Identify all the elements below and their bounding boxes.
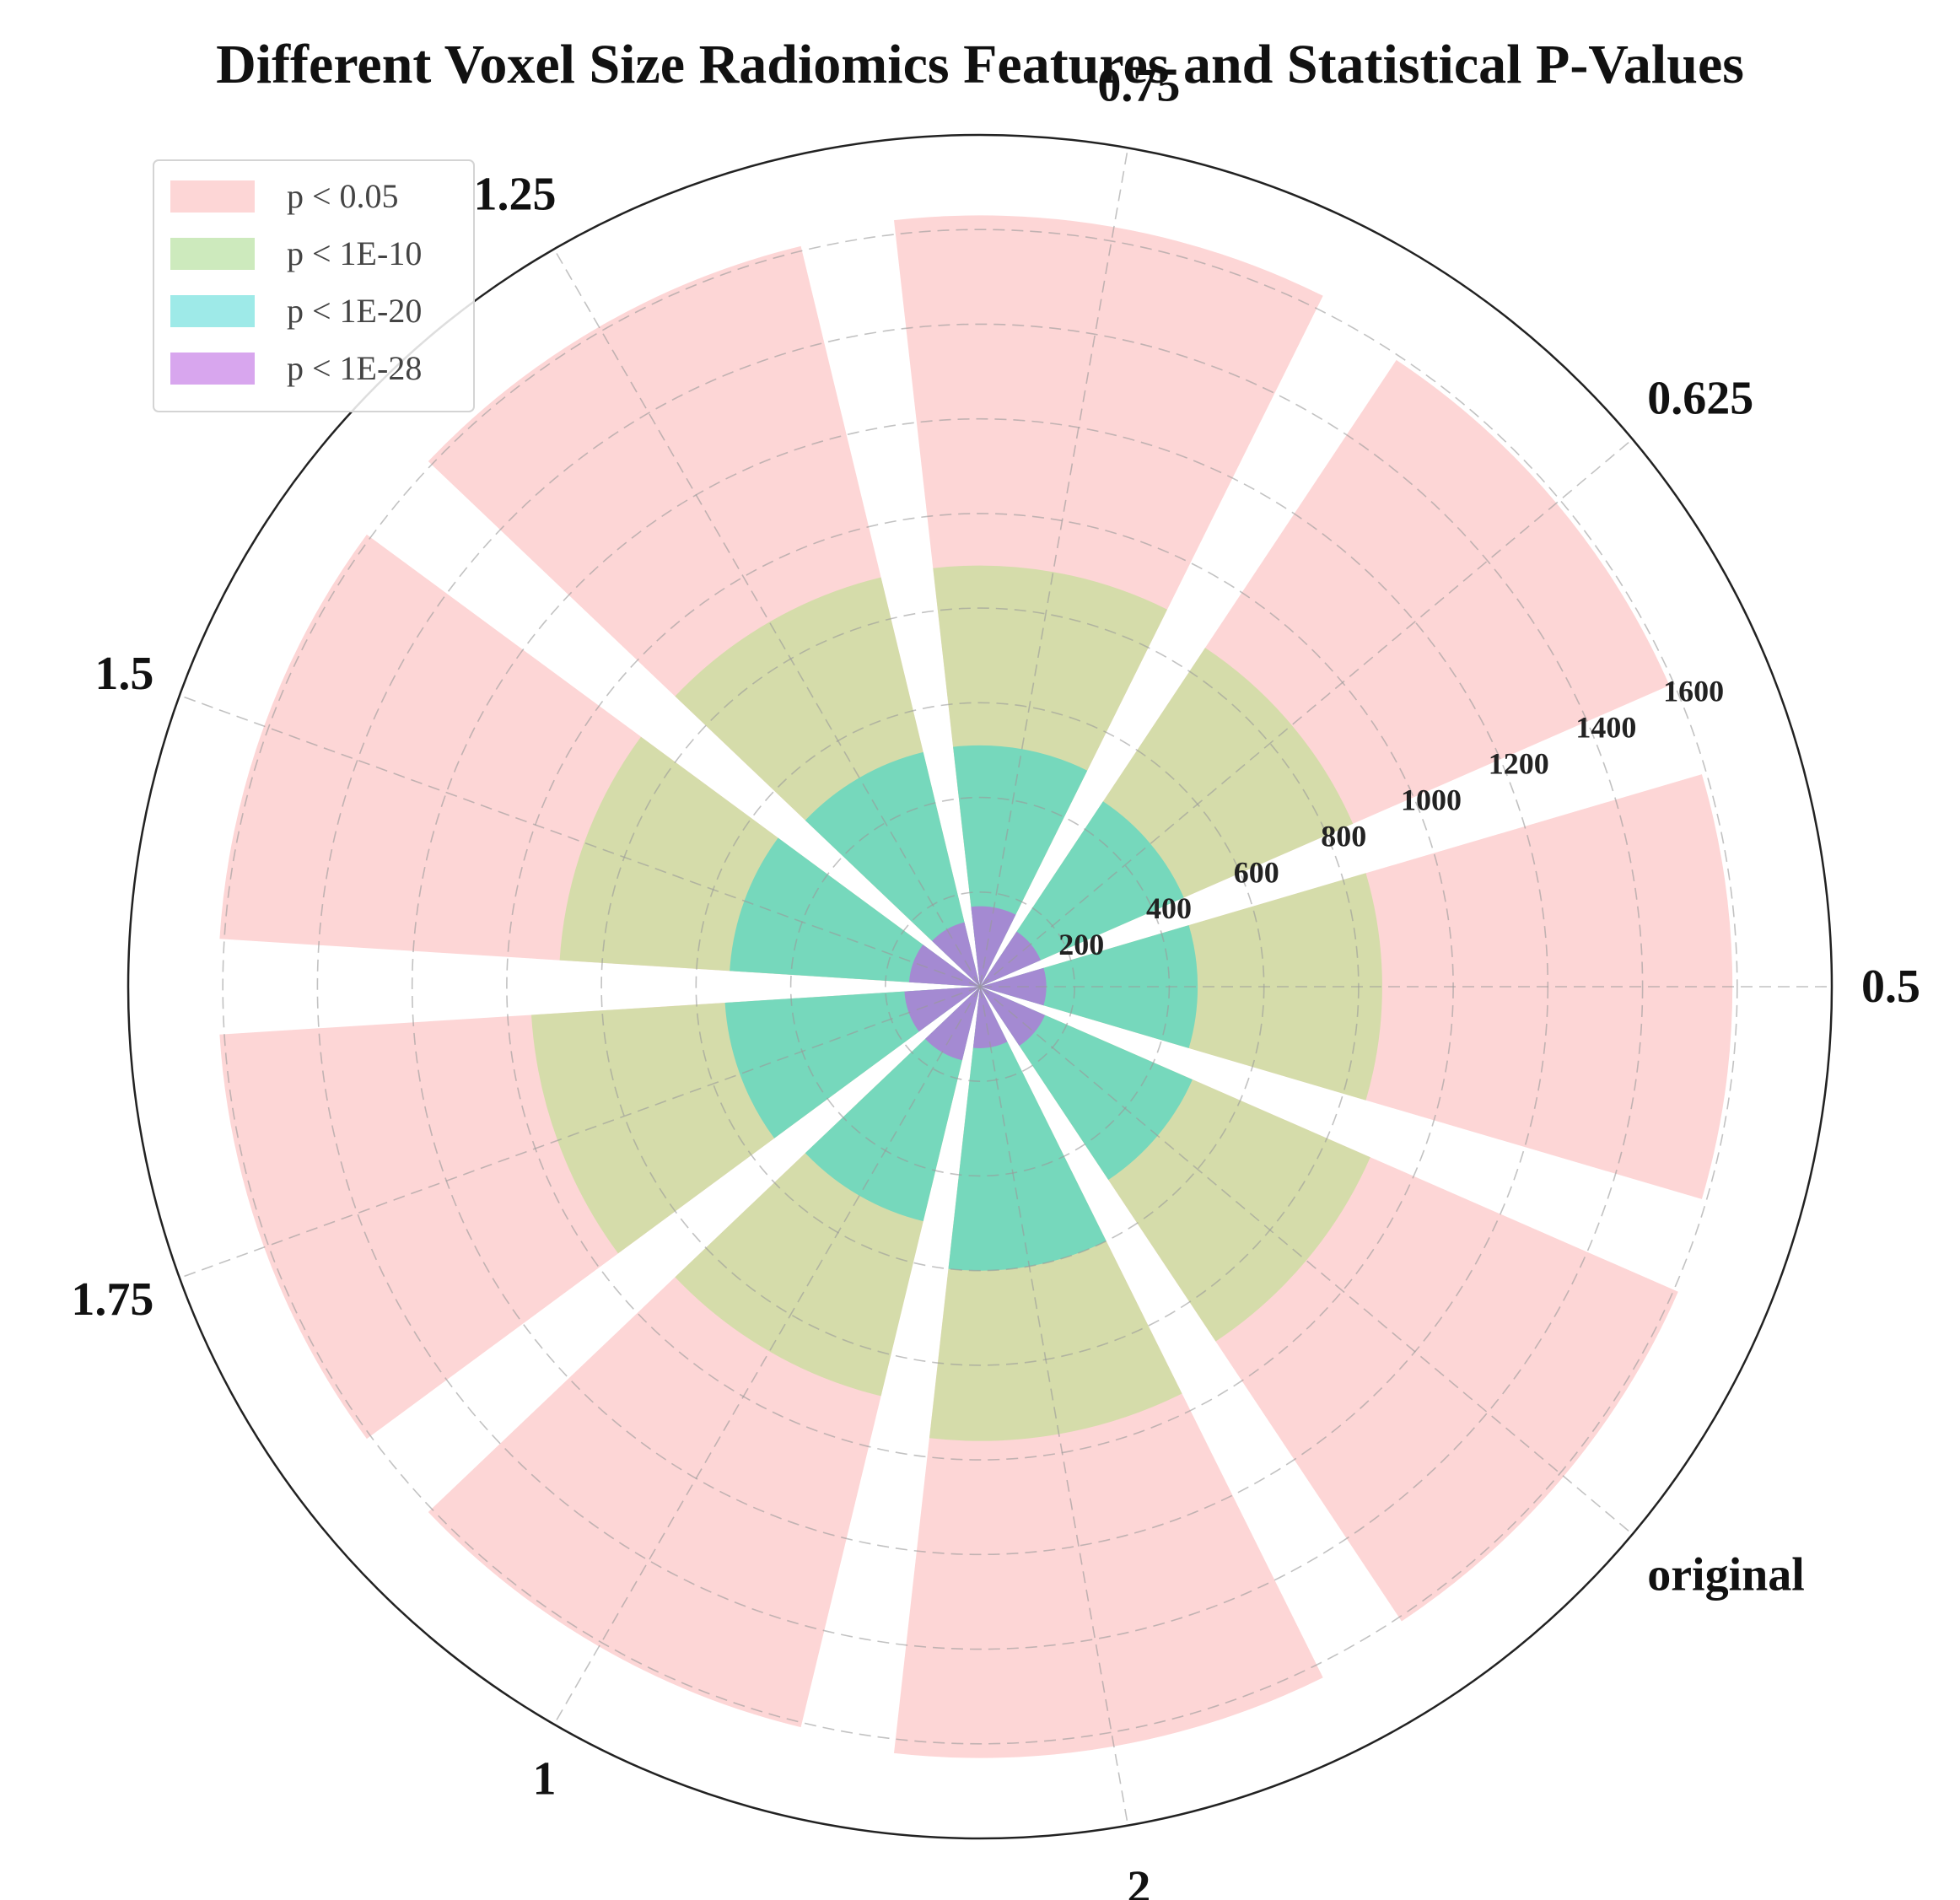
bar-2-series-2: [948, 987, 1107, 1271]
category-label: 0.625: [1647, 373, 1753, 425]
category-label: 2: [1127, 1862, 1150, 1900]
angular-gridline: [979, 986, 1129, 1826]
radial-tick-label: 1400: [1575, 711, 1636, 745]
category-label: 1.25: [474, 168, 557, 220]
category-label: 1.75: [71, 1273, 153, 1326]
radial-tick-label: 200: [1058, 928, 1104, 961]
angular-gridline: [979, 986, 1634, 1535]
legend-swatch: [170, 238, 255, 270]
angular-gridline: [179, 986, 981, 1279]
bar-0_5-series-3: [980, 967, 1047, 1006]
radial-tick-label: 1200: [1489, 746, 1549, 780]
angular-gridline: [553, 986, 981, 1725]
plot-area: 200 400 600 800 1000 1200 1400 1600 0.5 0.625 0.75…: [71, 60, 1920, 1900]
bar-1_5-series-2: [730, 837, 980, 987]
bar-1_5-series-3: [909, 945, 980, 987]
angular-gridline: [553, 248, 981, 988]
angular-gridline: [979, 148, 1129, 988]
radial-tick-label: 400: [1146, 891, 1192, 925]
legend-label: p < 1E-28: [287, 349, 422, 387]
angular-gridline: [179, 694, 981, 988]
legend-box: [153, 159, 475, 412]
bar-0_625-series-3: [980, 931, 1041, 987]
radial-tick-label: 800: [1321, 819, 1366, 853]
legend-swatch: [170, 180, 255, 213]
category-label: 1.5: [94, 648, 153, 700]
radial-tick-label: 600: [1234, 855, 1279, 889]
bar-original-series-3: [980, 987, 1046, 1047]
bar-1_75-series-3: [904, 987, 980, 1032]
bar-1_25-series-3: [932, 922, 980, 987]
radial-tick-label: 1600: [1663, 675, 1724, 708]
bar-1_25-series-2: [805, 751, 980, 987]
category-label: 0.75: [1097, 60, 1180, 112]
bar-0_5-series-2: [980, 925, 1198, 1048]
category-label: original: [1647, 1548, 1805, 1601]
legend-label: p < 1E-10: [287, 234, 422, 272]
radial-tick-label: 1000: [1401, 783, 1462, 816]
bar-0_625-series-2: [980, 801, 1184, 987]
category-label: 0.5: [1861, 961, 1920, 1013]
legend-swatch: [170, 295, 255, 327]
chart-title: Different Voxel Size Radiomics Features …: [216, 34, 1744, 95]
radial-gridline: [316, 323, 1644, 1650]
radial-gridline: [222, 229, 1738, 1745]
polar-frame: [127, 133, 1833, 1840]
legend-swatch: [170, 353, 255, 385]
angular-gridline: [979, 439, 1634, 988]
bar-2-series-3: [972, 987, 1008, 1048]
bar-1-series-3: [925, 987, 980, 1061]
category-label: 1: [533, 1753, 557, 1806]
legend-label: p < 0.05: [287, 177, 399, 215]
legend-label: p < 1E-20: [287, 292, 422, 330]
bar-0_75-series-3: [971, 906, 1016, 987]
legend: p < 0.05 p < 1E-10 p < 1E-20 p < 1E-28: [153, 159, 475, 412]
bar-original-series-2: [980, 987, 1193, 1180]
